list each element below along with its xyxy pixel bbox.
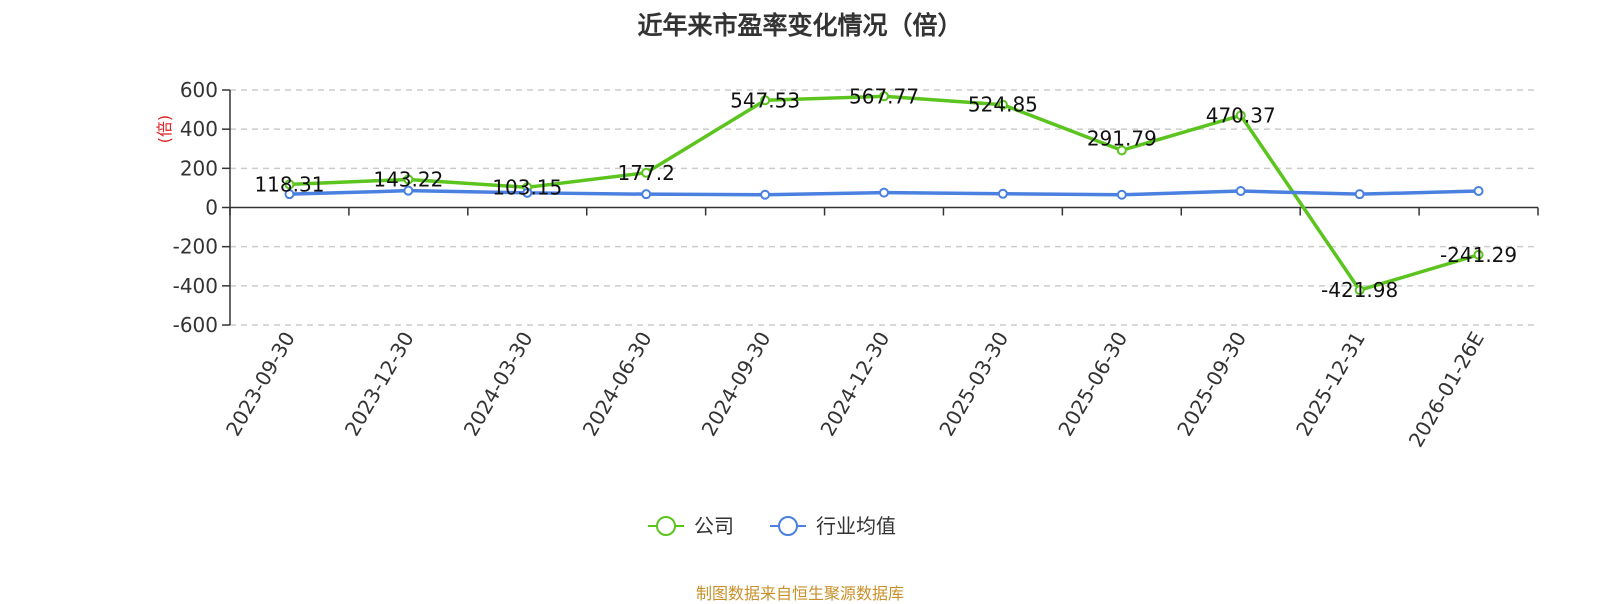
data-label: 567.77	[849, 84, 919, 108]
x-tick-label: 2024-03-30	[459, 328, 538, 441]
grid-lines	[230, 89, 1538, 326]
axes	[222, 89, 1539, 326]
data-point	[284, 189, 295, 200]
data-label: -241.29	[1440, 243, 1517, 267]
y-tick-label: -600	[173, 313, 218, 337]
x-tick-label: 2023-09-30	[221, 328, 300, 441]
data-point	[997, 188, 1008, 199]
y-tick-label: 200	[180, 156, 218, 180]
data-point	[1473, 186, 1484, 197]
legend: 公司 行业均值	[648, 514, 896, 538]
data-point	[641, 189, 652, 200]
data-label: -421.98	[1321, 278, 1398, 302]
x-tick-label: 2026-01-26E	[1404, 328, 1489, 452]
y-tick-label: 600	[180, 78, 218, 102]
data-point	[403, 185, 414, 196]
data-point	[1116, 189, 1127, 200]
data-point	[1116, 145, 1127, 156]
data-label: 547.53	[730, 88, 800, 112]
data-point	[1235, 186, 1246, 197]
data-label: 143.22	[373, 167, 443, 191]
y-tick-labels: -600 -400 -200 0 200 400 600	[173, 78, 218, 337]
x-tick-label: 2025-03-30	[934, 328, 1013, 441]
data-label: 177.2	[618, 161, 675, 185]
x-tick-label: 2025-12-31	[1291, 328, 1370, 441]
data-label: 103.15	[492, 175, 562, 199]
data-point	[760, 95, 771, 106]
data-point	[1235, 110, 1246, 121]
legend-swatch-marker	[656, 516, 676, 536]
data-point	[1354, 189, 1365, 200]
data-point	[403, 174, 414, 185]
data-point	[284, 179, 295, 190]
x-tick-label: 2024-09-30	[697, 328, 776, 441]
data-label: 470.37	[1206, 103, 1276, 127]
y-tick-label: -200	[173, 235, 218, 259]
x-tick-label: 2025-06-30	[1053, 328, 1132, 441]
data-label: 118.31	[254, 172, 324, 196]
data-point	[760, 189, 771, 200]
data-point	[1354, 285, 1365, 296]
y-axis-unit-label: (倍)	[155, 115, 174, 144]
x-tick-label: 2024-12-30	[815, 328, 894, 441]
data-point	[522, 187, 533, 198]
chart-title: 近年来市盈率变化情况（倍）	[637, 11, 963, 40]
data-label: 524.85	[968, 93, 1038, 117]
x-tick-labels: 2023-09-30 2023-12-30 2024-03-30 2024-06-30…	[221, 328, 1489, 452]
data-point	[997, 99, 1008, 110]
data-point	[879, 91, 889, 102]
data-label: 291.79	[1087, 126, 1157, 150]
x-tick-label: 2025-09-30	[1172, 328, 1251, 441]
data-point	[641, 167, 652, 178]
y-tick-label: 400	[180, 117, 218, 141]
x-tick-label: 2023-12-30	[340, 328, 419, 441]
legend-swatch-marker	[778, 516, 798, 536]
series-group	[284, 91, 1484, 296]
y-tick-label: 0	[205, 196, 218, 220]
data-point	[1473, 249, 1484, 260]
data-point	[879, 187, 889, 198]
legend-label: 公司	[694, 514, 734, 538]
legend-label: 行业均值	[816, 514, 896, 538]
x-tick-label: 2024-06-30	[578, 328, 657, 441]
data-labels: 118.31 143.22 103.15 177.2 547.53 567.77 524.8…	[254, 84, 1517, 302]
data-source-note: 制图数据来自恒生聚源数据库	[695, 584, 904, 603]
y-tick-label: -400	[173, 274, 218, 298]
